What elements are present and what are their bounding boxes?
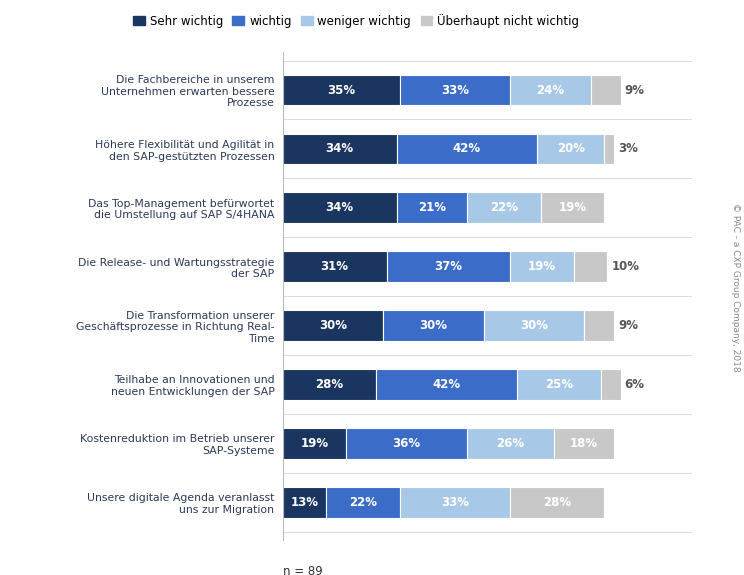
Text: 33%: 33% bbox=[441, 83, 469, 97]
Text: 10%: 10% bbox=[612, 260, 639, 273]
Bar bbox=[584, 310, 614, 341]
Bar bbox=[283, 75, 400, 105]
Bar bbox=[283, 310, 383, 341]
Bar bbox=[510, 75, 591, 105]
Bar bbox=[387, 251, 510, 282]
Text: 30%: 30% bbox=[420, 319, 447, 332]
Text: 28%: 28% bbox=[315, 378, 344, 391]
Text: 19%: 19% bbox=[558, 201, 586, 214]
Text: 34%: 34% bbox=[326, 201, 353, 214]
Text: 24%: 24% bbox=[536, 83, 565, 97]
Bar bbox=[484, 310, 584, 341]
Text: 19%: 19% bbox=[301, 437, 329, 450]
Text: 25%: 25% bbox=[545, 378, 573, 391]
Bar bbox=[510, 487, 604, 518]
Text: 37%: 37% bbox=[434, 260, 463, 273]
Legend: Sehr wichtig, wichtig, weniger wichtig, Überhaupt nicht wichtig: Sehr wichtig, wichtig, weniger wichtig, … bbox=[133, 14, 579, 28]
Bar bbox=[601, 369, 620, 400]
Bar bbox=[517, 369, 601, 400]
Text: 42%: 42% bbox=[453, 143, 481, 155]
Bar bbox=[467, 428, 554, 459]
Text: 19%: 19% bbox=[528, 260, 557, 273]
Bar bbox=[400, 487, 510, 518]
Bar bbox=[541, 193, 604, 223]
Bar bbox=[283, 133, 397, 164]
Bar bbox=[376, 369, 517, 400]
Text: 34%: 34% bbox=[326, 143, 353, 155]
Bar bbox=[467, 193, 540, 223]
Bar bbox=[283, 487, 327, 518]
Text: 30%: 30% bbox=[319, 319, 347, 332]
Text: 30%: 30% bbox=[520, 319, 548, 332]
Bar bbox=[327, 487, 400, 518]
Text: 31%: 31% bbox=[321, 260, 349, 273]
Text: 9%: 9% bbox=[618, 319, 638, 332]
Bar bbox=[283, 369, 376, 400]
Text: 26%: 26% bbox=[496, 437, 525, 450]
Bar bbox=[283, 193, 397, 223]
Bar bbox=[283, 251, 387, 282]
Text: 3%: 3% bbox=[618, 143, 638, 155]
Text: 20%: 20% bbox=[557, 143, 585, 155]
Bar bbox=[400, 75, 510, 105]
Text: n = 89: n = 89 bbox=[283, 565, 322, 575]
Bar bbox=[554, 428, 615, 459]
Text: 35%: 35% bbox=[327, 83, 356, 97]
Text: 36%: 36% bbox=[393, 437, 420, 450]
Bar bbox=[283, 428, 347, 459]
Bar bbox=[604, 133, 615, 164]
Text: 9%: 9% bbox=[625, 83, 644, 97]
Bar bbox=[397, 133, 537, 164]
Text: 18%: 18% bbox=[570, 437, 598, 450]
Text: 42%: 42% bbox=[433, 378, 461, 391]
Text: 13%: 13% bbox=[290, 496, 318, 509]
Bar bbox=[383, 310, 484, 341]
Text: 21%: 21% bbox=[417, 201, 446, 214]
Text: 6%: 6% bbox=[625, 378, 644, 391]
Bar bbox=[574, 251, 608, 282]
Text: 33%: 33% bbox=[441, 496, 469, 509]
Text: © PAC - a CXP Group Company, 2018: © PAC - a CXP Group Company, 2018 bbox=[731, 203, 740, 372]
Text: 22%: 22% bbox=[349, 496, 377, 509]
Text: 22%: 22% bbox=[490, 201, 518, 214]
Bar bbox=[347, 428, 467, 459]
Text: 28%: 28% bbox=[543, 496, 571, 509]
Bar bbox=[537, 133, 604, 164]
Bar bbox=[397, 193, 467, 223]
Bar bbox=[510, 251, 574, 282]
Bar bbox=[591, 75, 621, 105]
